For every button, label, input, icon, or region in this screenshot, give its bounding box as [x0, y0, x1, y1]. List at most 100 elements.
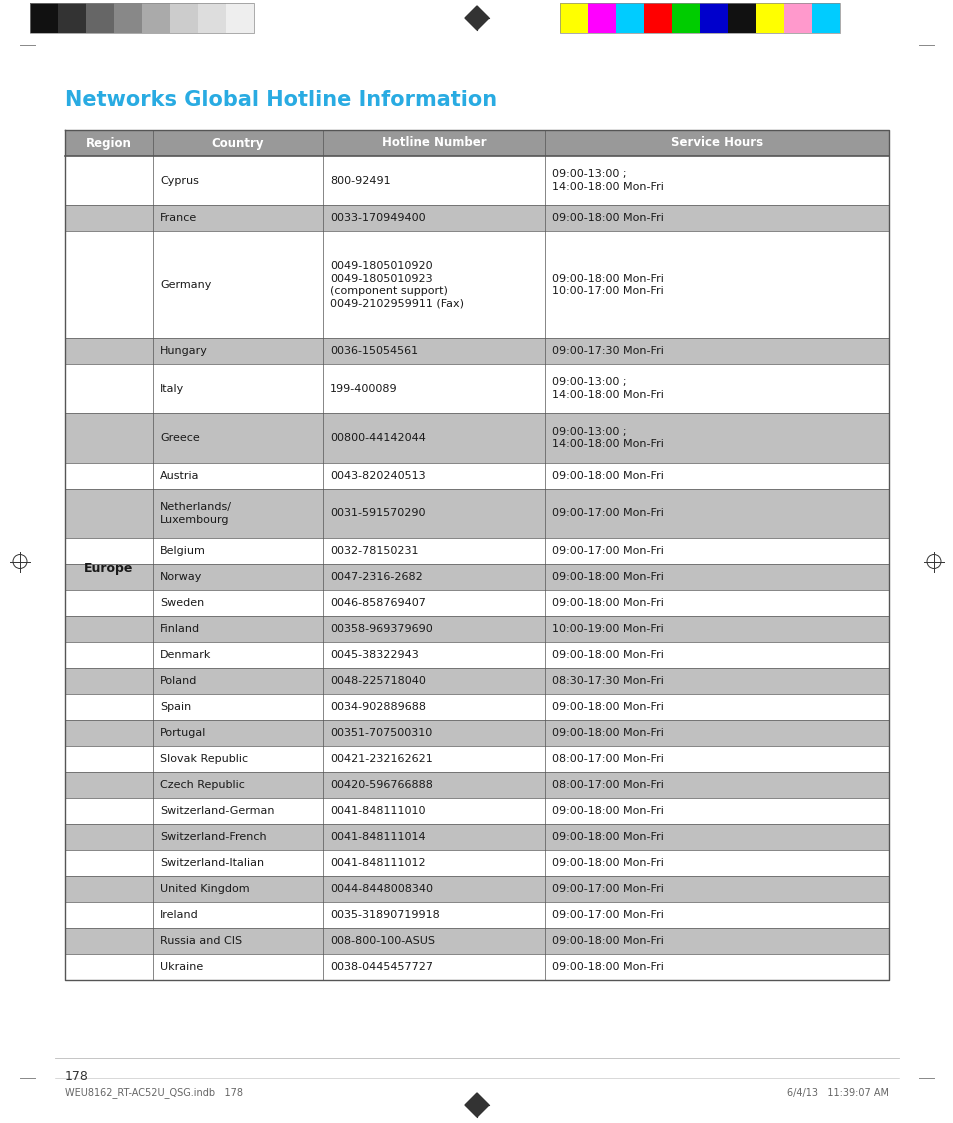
- Text: 0049-1805010920
0049-1805010923
(component support)
0049-2102959911 (Fax): 0049-1805010920 0049-1805010923 (compone…: [330, 262, 463, 309]
- Bar: [65, 338, 888, 364]
- Text: Europe: Europe: [84, 562, 133, 575]
- Text: 08:00-17:00 Mon-Fri: 08:00-17:00 Mon-Fri: [552, 780, 663, 791]
- Bar: [755, 3, 783, 33]
- Text: 00421-232162621: 00421-232162621: [330, 755, 433, 764]
- Text: 00420-596766888: 00420-596766888: [330, 780, 433, 791]
- Bar: [113, 3, 142, 33]
- Bar: [30, 3, 58, 33]
- Text: 08:30-17:30 Mon-Fri: 08:30-17:30 Mon-Fri: [552, 676, 663, 686]
- Text: 09:00-18:00 Mon-Fri: 09:00-18:00 Mon-Fri: [552, 650, 663, 660]
- Text: 0036-15054561: 0036-15054561: [330, 346, 417, 356]
- Text: 0033-170949400: 0033-170949400: [330, 213, 425, 223]
- Text: 800-92491: 800-92491: [330, 175, 390, 185]
- Text: 09:00-18:00 Mon-Fri: 09:00-18:00 Mon-Fri: [552, 962, 663, 973]
- Text: 00351-707500310: 00351-707500310: [330, 728, 432, 738]
- Text: 09:00-13:00 ;
14:00-18:00 Mon-Fri: 09:00-13:00 ; 14:00-18:00 Mon-Fri: [552, 377, 663, 400]
- Bar: [170, 3, 198, 33]
- Text: Switzerland-German: Switzerland-German: [160, 806, 274, 816]
- Bar: [142, 3, 170, 33]
- Bar: [65, 564, 888, 591]
- Text: Hotline Number: Hotline Number: [381, 137, 486, 149]
- Text: 09:00-17:00 Mon-Fri: 09:00-17:00 Mon-Fri: [552, 509, 663, 519]
- Bar: [700, 3, 727, 33]
- Bar: [65, 130, 888, 156]
- Text: Sweden: Sweden: [160, 599, 204, 609]
- Text: 09:00-18:00 Mon-Fri: 09:00-18:00 Mon-Fri: [552, 573, 663, 582]
- Bar: [65, 617, 888, 642]
- Text: Netherlands/
Luxembourg: Netherlands/ Luxembourg: [160, 502, 232, 524]
- Text: 09:00-18:00 Mon-Fri
10:00-17:00 Mon-Fri: 09:00-18:00 Mon-Fri 10:00-17:00 Mon-Fri: [552, 274, 663, 295]
- Text: Denmark: Denmark: [160, 650, 212, 660]
- Text: 09:00-17:00 Mon-Fri: 09:00-17:00 Mon-Fri: [552, 884, 663, 894]
- Bar: [65, 668, 888, 694]
- Text: Cyprus: Cyprus: [160, 175, 198, 185]
- Text: 0044-8448008340: 0044-8448008340: [330, 884, 433, 894]
- Text: 0043-820240513: 0043-820240513: [330, 471, 425, 481]
- Text: 0041-848111012: 0041-848111012: [330, 858, 425, 868]
- Text: Service Hours: Service Hours: [670, 137, 762, 149]
- Bar: [811, 3, 840, 33]
- Text: 09:00-13:00 ;
14:00-18:00 Mon-Fri: 09:00-13:00 ; 14:00-18:00 Mon-Fri: [552, 427, 663, 449]
- Bar: [65, 902, 888, 929]
- Text: 09:00-18:00 Mon-Fri: 09:00-18:00 Mon-Fri: [552, 858, 663, 868]
- Text: 0045-38322943: 0045-38322943: [330, 650, 418, 660]
- Text: 0034-902889688: 0034-902889688: [330, 702, 426, 712]
- Bar: [65, 773, 888, 798]
- Bar: [65, 538, 888, 564]
- Text: 09:00-18:00 Mon-Fri: 09:00-18:00 Mon-Fri: [552, 599, 663, 609]
- Bar: [65, 231, 888, 338]
- Bar: [65, 642, 888, 668]
- Text: 09:00-17:00 Mon-Fri: 09:00-17:00 Mon-Fri: [552, 546, 663, 556]
- Text: 09:00-18:00 Mon-Fri: 09:00-18:00 Mon-Fri: [552, 832, 663, 842]
- Text: 0031-591570290: 0031-591570290: [330, 509, 425, 519]
- Bar: [587, 3, 616, 33]
- Bar: [198, 3, 226, 33]
- Text: Ukraine: Ukraine: [160, 962, 203, 973]
- Bar: [65, 929, 888, 955]
- Bar: [616, 3, 643, 33]
- Text: Hungary: Hungary: [160, 346, 208, 356]
- Text: 09:00-18:00 Mon-Fri: 09:00-18:00 Mon-Fri: [552, 702, 663, 712]
- Text: Networks Global Hotline Information: Networks Global Hotline Information: [65, 90, 497, 110]
- Bar: [86, 3, 113, 33]
- Text: 0032-78150231: 0032-78150231: [330, 546, 418, 556]
- Text: Country: Country: [212, 137, 264, 149]
- Text: 178: 178: [65, 1069, 89, 1083]
- Text: 09:00-18:00 Mon-Fri: 09:00-18:00 Mon-Fri: [552, 728, 663, 738]
- Text: 0041-848111014: 0041-848111014: [330, 832, 425, 842]
- Text: 09:00-18:00 Mon-Fri: 09:00-18:00 Mon-Fri: [552, 471, 663, 481]
- Bar: [559, 3, 587, 33]
- Text: 09:00-18:00 Mon-Fri: 09:00-18:00 Mon-Fri: [552, 937, 663, 947]
- Text: Spain: Spain: [160, 702, 191, 712]
- Bar: [65, 591, 888, 617]
- Text: 09:00-17:00 Mon-Fri: 09:00-17:00 Mon-Fri: [552, 911, 663, 920]
- Text: 6/4/13   11:39:07 AM: 6/4/13 11:39:07 AM: [786, 1088, 888, 1098]
- Text: 08:00-17:00 Mon-Fri: 08:00-17:00 Mon-Fri: [552, 755, 663, 764]
- Text: 0041-848111010: 0041-848111010: [330, 806, 425, 816]
- Bar: [65, 850, 888, 876]
- Bar: [65, 413, 888, 463]
- Bar: [65, 798, 888, 824]
- Text: 00358-969379690: 00358-969379690: [330, 624, 433, 634]
- Text: WEU8162_RT-AC52U_QSG.indb   178: WEU8162_RT-AC52U_QSG.indb 178: [65, 1087, 243, 1098]
- Bar: [65, 694, 888, 720]
- Bar: [671, 3, 700, 33]
- Text: 0048-225718040: 0048-225718040: [330, 676, 425, 686]
- Text: 09:00-18:00 Mon-Fri: 09:00-18:00 Mon-Fri: [552, 213, 663, 223]
- Bar: [65, 156, 888, 206]
- Text: Austria: Austria: [160, 471, 199, 481]
- Text: Poland: Poland: [160, 676, 197, 686]
- Text: 00800-44142044: 00800-44142044: [330, 433, 425, 444]
- Text: France: France: [160, 213, 197, 223]
- Polygon shape: [464, 6, 489, 30]
- Text: 0038-0445457727: 0038-0445457727: [330, 962, 433, 973]
- Text: United Kingdom: United Kingdom: [160, 884, 250, 894]
- Bar: [65, 824, 888, 850]
- Bar: [65, 955, 888, 980]
- Text: 0035-31890719918: 0035-31890719918: [330, 911, 439, 920]
- Text: Switzerland-Italian: Switzerland-Italian: [160, 858, 264, 868]
- Bar: [65, 364, 888, 413]
- Text: 10:00-19:00 Mon-Fri: 10:00-19:00 Mon-Fri: [552, 624, 663, 634]
- Bar: [643, 3, 671, 33]
- Text: Belgium: Belgium: [160, 546, 206, 556]
